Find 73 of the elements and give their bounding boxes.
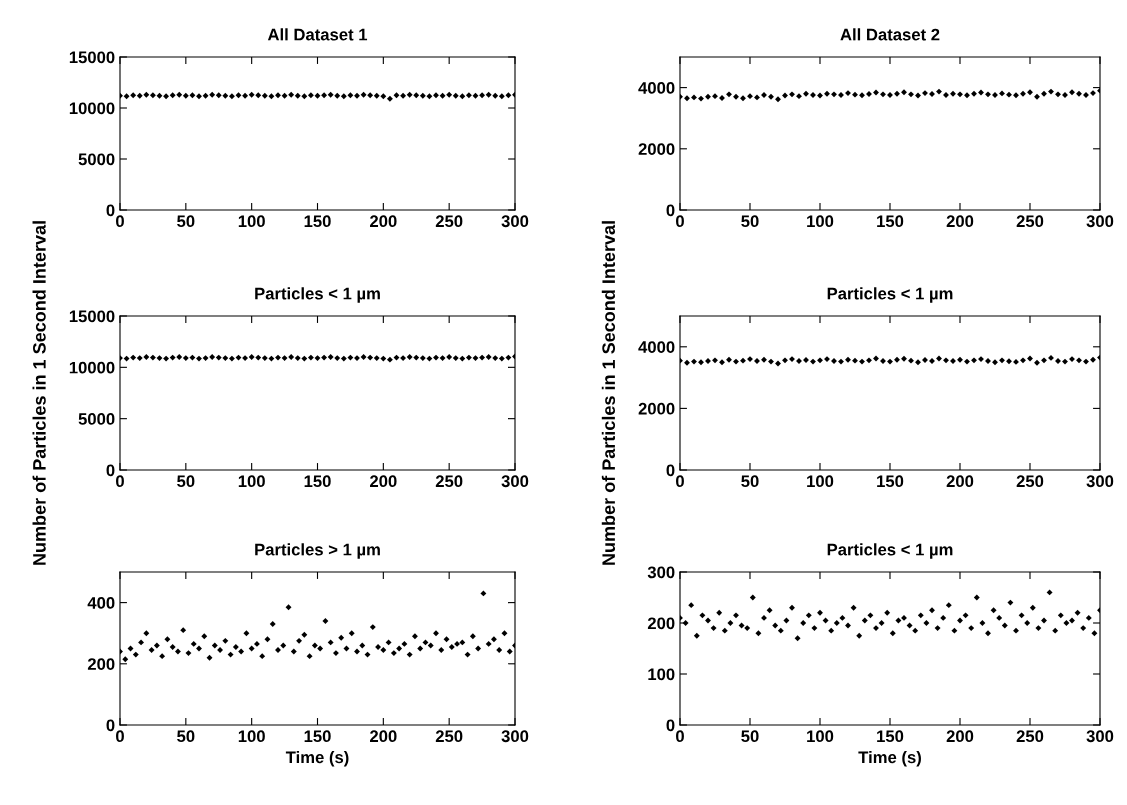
x-tick-label: 150	[304, 475, 331, 488]
x-tick-label: 150	[877, 475, 904, 488]
y-tick-label: 4000	[638, 341, 675, 353]
chart-title: Particles > 1 µm	[255, 543, 380, 559]
y-tick-label: 10000	[69, 102, 115, 115]
x-tick-label: 0	[116, 730, 124, 743]
y-axis-title: Number of Particles in 1 Second Interval	[601, 221, 616, 565]
x-tick-label: 0	[116, 215, 124, 228]
x-tick-label: 50	[177, 475, 195, 488]
x-tick-label: 250	[435, 730, 463, 743]
x-tick-label: 50	[177, 730, 195, 743]
x-tick-label: 50	[177, 215, 195, 228]
chart-title: All Dataset 2	[840, 28, 940, 41]
y-tick-label: 15000	[69, 310, 115, 323]
y-tick-label: 15000	[69, 51, 115, 64]
y-tick-label: 2000	[638, 402, 675, 415]
y-tick-label: 0	[666, 204, 675, 217]
x-tick-label: 100	[238, 730, 265, 743]
x-tick-label: 150	[304, 215, 331, 228]
chart-title: Particles < 1 µm	[255, 287, 380, 303]
x-tick-label: 300	[1086, 730, 1114, 743]
y-tick-label: 0	[666, 464, 675, 477]
x-axis-title: Time (s)	[285, 750, 349, 767]
x-tick-label: 50	[741, 215, 759, 228]
x-tick-label: 100	[807, 215, 834, 228]
chart-title: All Dataset 1	[267, 28, 368, 41]
x-tick-label: 0	[676, 475, 684, 488]
x-tick-label: 100	[238, 475, 265, 488]
x-tick-label: 150	[304, 730, 331, 743]
y-tick-label: 0	[106, 464, 115, 477]
x-tick-label: 200	[370, 730, 397, 743]
x-tick-label: 100	[807, 475, 834, 488]
x-axis-title: Time (s)	[858, 750, 921, 767]
y-tick-label: 200	[87, 658, 115, 670]
y-tick-label: 2000	[638, 143, 675, 155]
x-tick-label: 250	[435, 215, 463, 228]
x-tick-label: 200	[946, 730, 974, 743]
x-tick-label: 250	[1016, 730, 1044, 743]
x-tick-label: 300	[501, 215, 529, 228]
chart-title: Particles < 1 µm	[827, 287, 953, 303]
y-tick-label: 4000	[638, 82, 675, 94]
x-tick-label: 300	[1086, 475, 1114, 488]
x-tick-label: 200	[946, 475, 974, 488]
y-tick-label: 10000	[69, 361, 115, 374]
x-tick-label: 300	[501, 730, 529, 743]
chart-title: Particles < 1 µm	[827, 543, 953, 559]
x-tick-label: 0	[676, 730, 684, 743]
x-tick-label: 200	[370, 475, 397, 488]
x-tick-label: 100	[238, 215, 265, 228]
x-tick-label: 300	[1086, 215, 1114, 228]
x-tick-label: 150	[877, 730, 904, 743]
x-tick-label: 200	[370, 215, 397, 228]
x-tick-label: 150	[877, 215, 904, 228]
x-tick-label: 0	[676, 215, 684, 228]
x-tick-label: 200	[946, 215, 974, 228]
y-tick-label: 200	[647, 617, 675, 630]
x-tick-label: 300	[501, 475, 529, 488]
y-tick-label: 0	[106, 719, 115, 732]
y-tick-label: 0	[666, 719, 675, 732]
x-tick-label: 0	[116, 475, 124, 488]
y-tick-label: 5000	[78, 413, 115, 425]
x-tick-label: 250	[1016, 215, 1044, 228]
x-tick-label: 100	[807, 730, 834, 743]
y-tick-label: 400	[87, 597, 115, 609]
y-tick-label: 5000	[78, 153, 115, 166]
y-tick-label: 100	[648, 668, 675, 681]
x-tick-label: 250	[1016, 475, 1044, 488]
x-tick-label: 50	[741, 475, 759, 488]
y-tick-label: 0	[106, 204, 115, 217]
x-tick-label: 50	[741, 730, 759, 743]
x-tick-label: 250	[435, 475, 463, 488]
y-axis-title: Number of Particles in 1 Second Interval	[32, 221, 46, 565]
y-tick-label: 300	[647, 566, 675, 579]
